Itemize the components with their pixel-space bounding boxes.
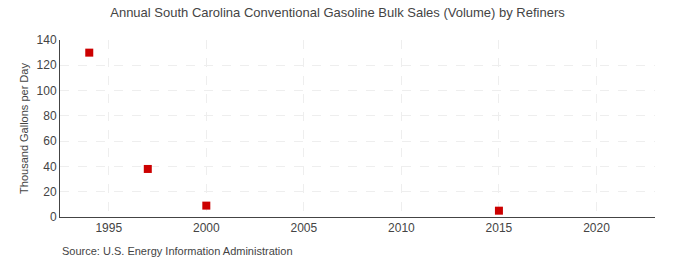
svg-text:60: 60	[43, 134, 57, 148]
svg-text:0: 0	[50, 210, 57, 224]
svg-text:Source: U.S. Energy Informatio: Source: U.S. Energy Information Administ…	[62, 245, 293, 257]
svg-text:2000: 2000	[193, 221, 220, 235]
svg-text:40: 40	[43, 160, 57, 174]
svg-text:2015: 2015	[486, 221, 513, 235]
svg-text:120: 120	[37, 58, 57, 72]
svg-text:80: 80	[43, 109, 57, 123]
svg-text:1995: 1995	[95, 221, 122, 235]
svg-text:2010: 2010	[388, 221, 415, 235]
svg-text:100: 100	[37, 84, 57, 98]
svg-text:2020: 2020	[583, 221, 610, 235]
svg-text:20: 20	[43, 185, 57, 199]
svg-text:2005: 2005	[290, 221, 317, 235]
svg-text:140: 140	[37, 33, 57, 47]
svg-text:Thousand Gallons per Day: Thousand Gallons per Day	[18, 63, 30, 194]
svg-text:Annual South Carolina Conventi: Annual South Carolina Conventional Gasol…	[110, 5, 565, 20]
